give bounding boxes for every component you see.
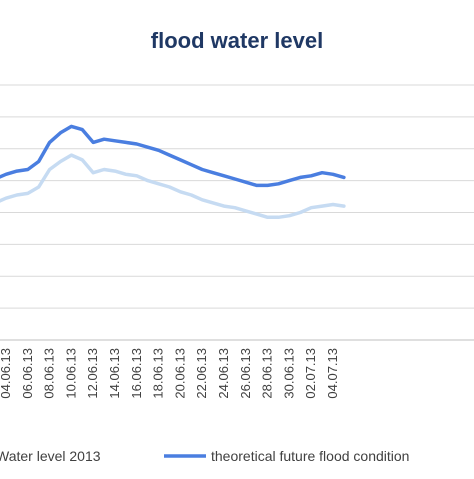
x-tick-label: 06.06.13 bbox=[20, 348, 35, 399]
x-tick-label: 24.06.13 bbox=[216, 348, 231, 399]
series-lines bbox=[0, 124, 346, 220]
x-tick-label: 20.06.13 bbox=[172, 348, 187, 399]
x-tick-label: 04.07.13 bbox=[325, 348, 340, 399]
series-line-2 bbox=[0, 124, 346, 188]
x-tick-label: 14.06.13 bbox=[107, 348, 122, 399]
legend-label: theoretical future flood condition bbox=[211, 448, 409, 464]
x-tick-label: 12.06.13 bbox=[85, 348, 100, 399]
x-tick-label: 26.06.13 bbox=[238, 348, 253, 399]
x-axis: 04.06.13 06.06.13 08.06.13 10.06.13 12.06.13… bbox=[0, 339, 474, 399]
x-tick-label: 22.06.13 bbox=[194, 348, 209, 399]
legend-label: Water level 2013 bbox=[0, 448, 101, 464]
gridlines bbox=[0, 84, 474, 309]
x-tick-label: 30.06.13 bbox=[281, 348, 296, 399]
x-tick-label: 16.06.13 bbox=[129, 348, 144, 399]
x-tick-label: 10.06.13 bbox=[63, 348, 78, 399]
chart-title: flood water level bbox=[151, 28, 323, 53]
legend: Water level 2013 theoretical future flood… bbox=[0, 448, 409, 464]
x-tick-label: 04.06.13 bbox=[0, 348, 13, 399]
x-tick-label: 02.07.13 bbox=[303, 348, 318, 399]
series-line-1 bbox=[0, 153, 346, 220]
x-tick-label: 18.06.13 bbox=[151, 348, 166, 399]
x-tick-label: 08.06.13 bbox=[42, 348, 57, 399]
x-tick-label: 28.06.13 bbox=[260, 348, 275, 399]
